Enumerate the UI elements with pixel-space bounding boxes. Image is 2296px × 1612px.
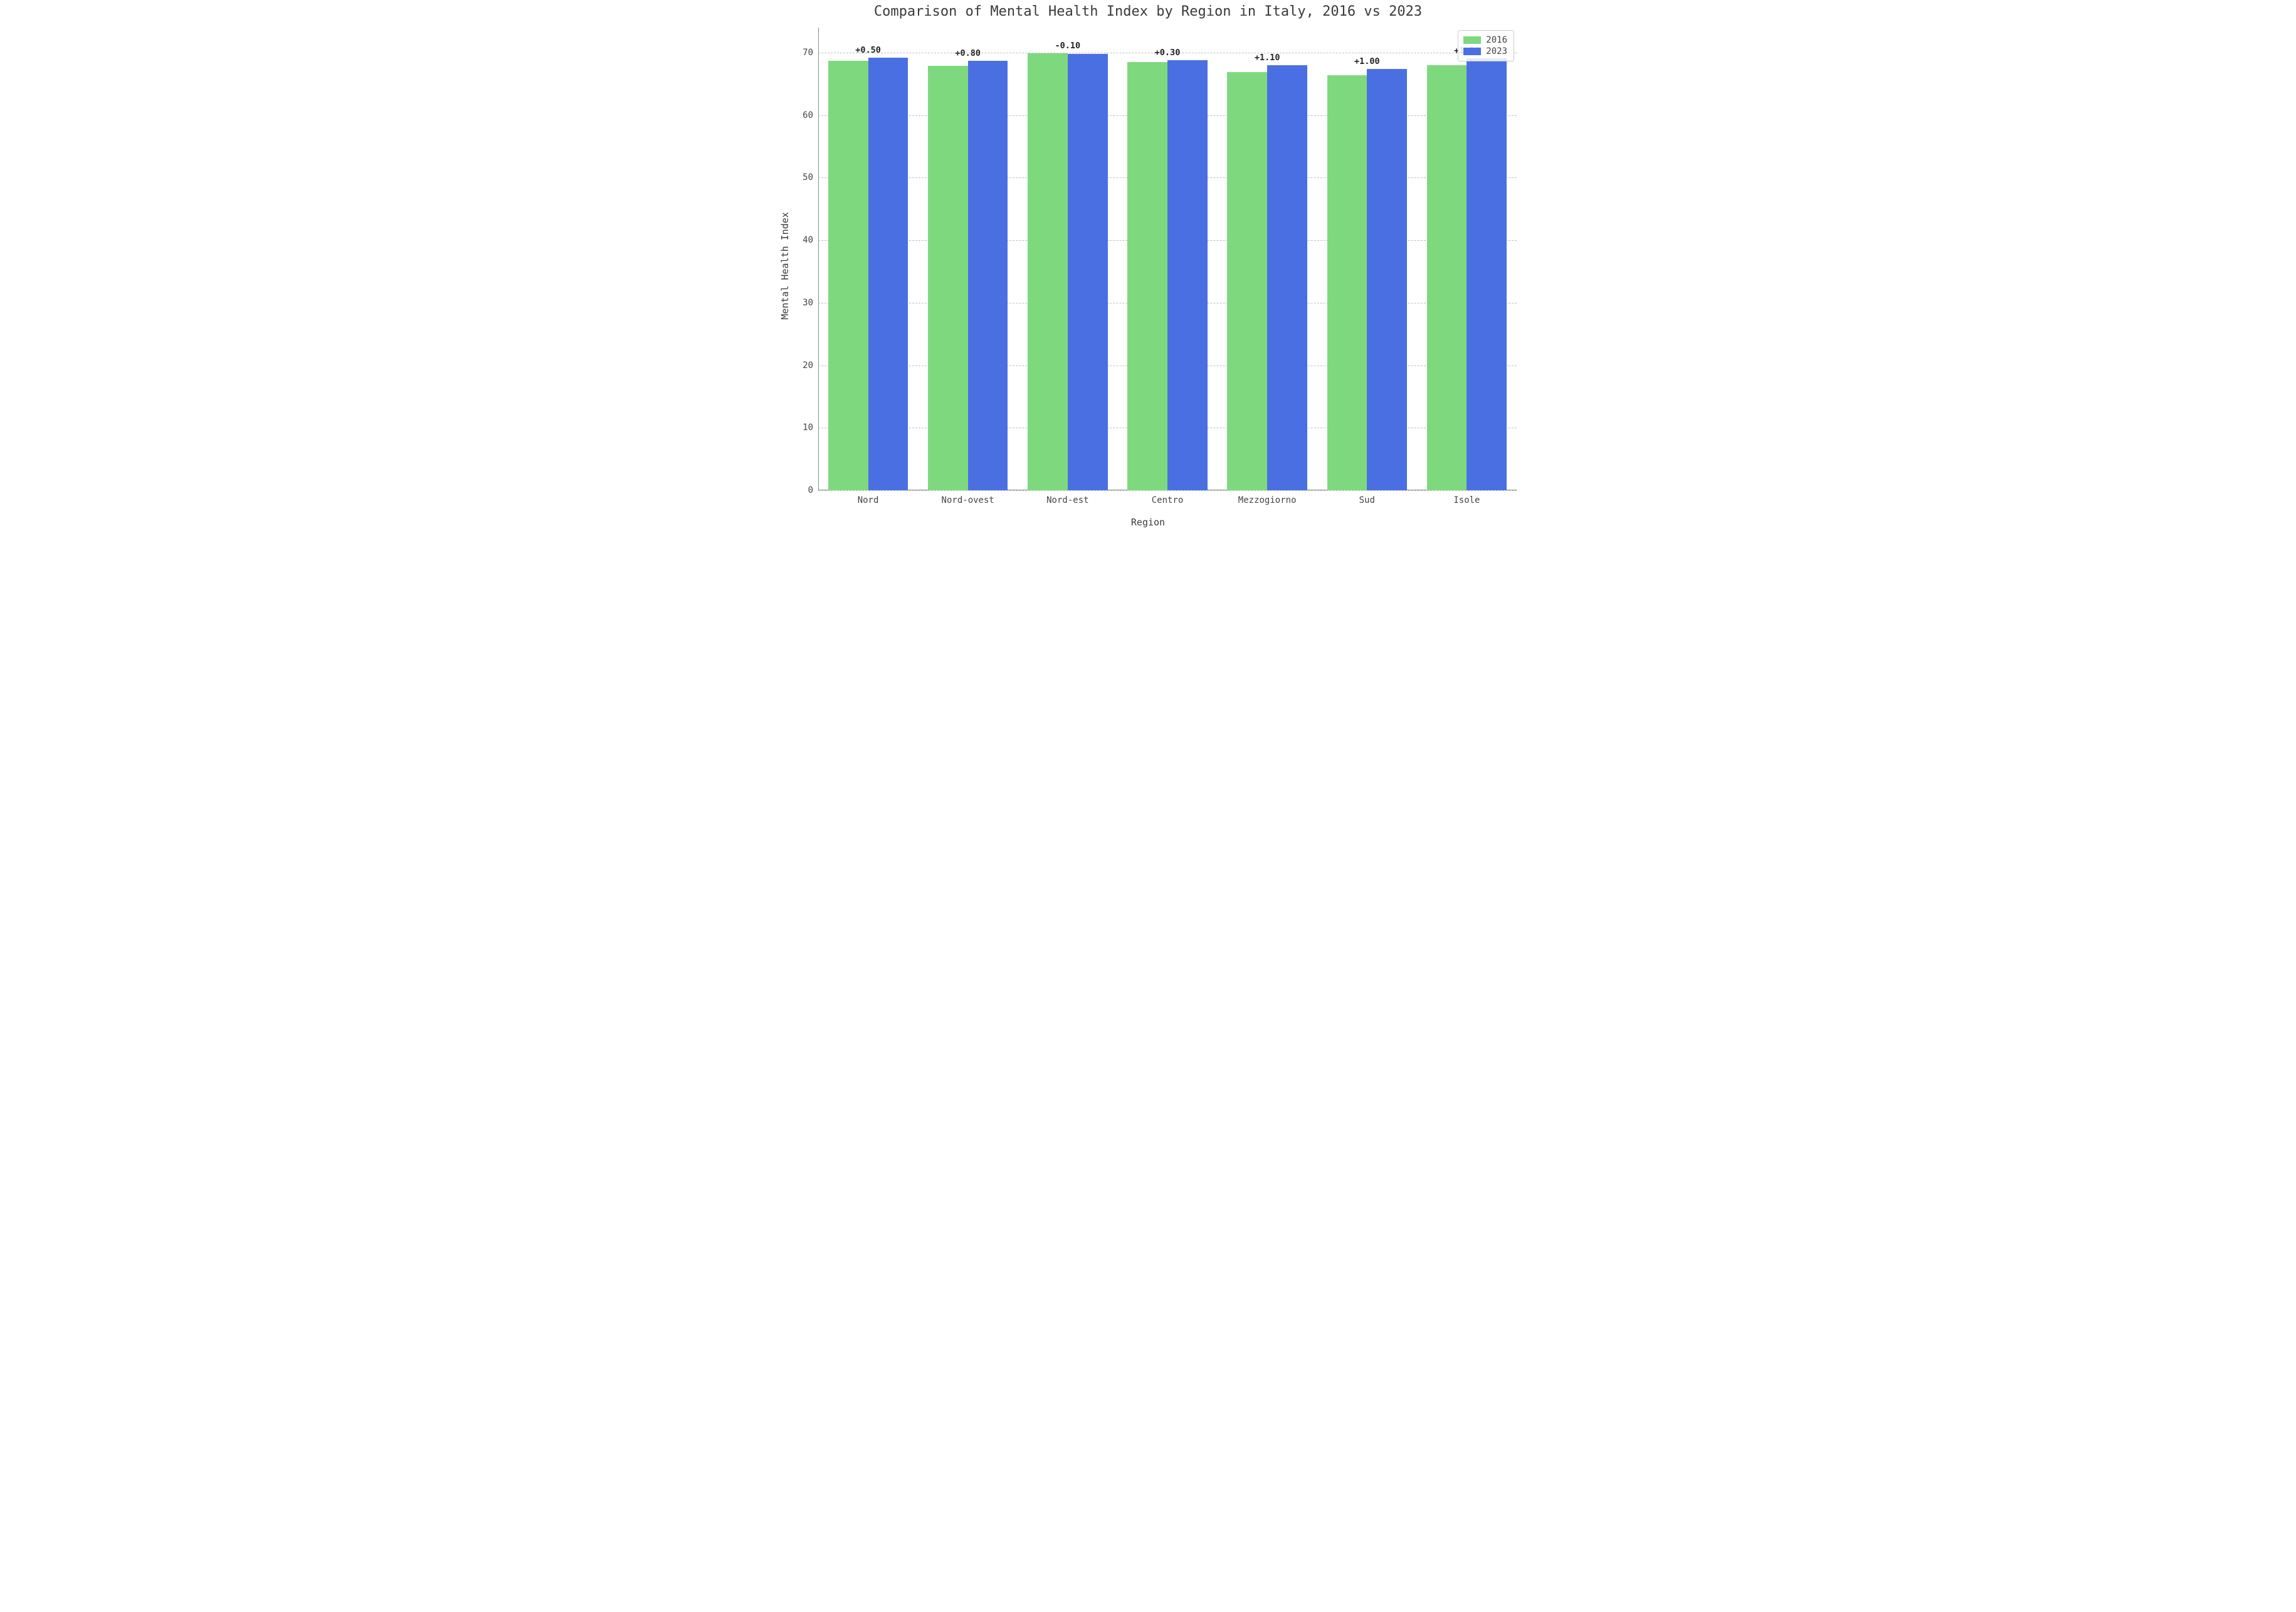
delta-label: +0.80 (955, 48, 981, 58)
bar-series-0 (1327, 75, 1367, 490)
x-axis-label: Region (769, 517, 1527, 528)
y-tick-label: 40 (803, 235, 813, 245)
y-tick-label: 0 (808, 485, 813, 495)
legend-swatch (1463, 48, 1481, 55)
bar-series-1 (1167, 60, 1208, 490)
legend-row: 2023 (1463, 46, 1507, 57)
delta-label: +1.00 (1354, 56, 1380, 66)
gridline (818, 490, 1517, 491)
legend-row: 2016 (1463, 34, 1507, 46)
y-tick-label: 50 (803, 172, 813, 182)
y-tick-label: 10 (803, 423, 813, 433)
delta-label: +0.30 (1155, 48, 1181, 58)
legend: 20162023 (1458, 30, 1514, 61)
delta-label: +0.50 (855, 45, 881, 55)
bar-series-0 (928, 66, 968, 490)
plot-area: 010203040506070+0.50Nord+0.80Nord-ovest-… (818, 28, 1517, 490)
y-tick-label: 30 (803, 298, 813, 308)
x-tick-label: Nord (858, 495, 879, 505)
axis-spine-left (818, 28, 819, 490)
legend-label: 2016 (1486, 34, 1507, 46)
bar-series-0 (828, 61, 868, 490)
delta-label: -0.10 (1055, 41, 1081, 51)
bar-series-1 (1467, 58, 1507, 490)
legend-label: 2023 (1486, 46, 1507, 57)
y-axis-label: Mental Health Index (779, 212, 791, 320)
bar-series-0 (1028, 53, 1068, 490)
chart-container: Comparison of Mental Health Index by Reg… (769, 0, 1527, 532)
bar-series-0 (1127, 62, 1167, 490)
x-tick-label: Nord-ovest (942, 495, 994, 505)
bar-series-1 (1068, 54, 1108, 490)
x-tick-label: Mezzogiorno (1238, 495, 1297, 505)
legend-swatch (1463, 36, 1481, 44)
y-tick-label: 20 (803, 361, 813, 371)
bar-series-1 (968, 61, 1008, 490)
x-tick-label: Isole (1453, 495, 1480, 505)
chart-title: Comparison of Mental Health Index by Reg… (769, 4, 1527, 19)
bar-series-1 (1267, 65, 1307, 490)
bar-series-1 (868, 58, 908, 490)
x-tick-label: Sud (1359, 495, 1375, 505)
bar-series-0 (1427, 65, 1467, 490)
y-tick-label: 60 (803, 110, 813, 120)
delta-label: +1.10 (1255, 53, 1280, 63)
x-tick-label: Nord-est (1046, 495, 1088, 505)
bar-series-0 (1227, 72, 1267, 490)
y-tick-label: 70 (803, 48, 813, 58)
bar-series-1 (1367, 69, 1407, 490)
x-tick-label: Centro (1152, 495, 1184, 505)
